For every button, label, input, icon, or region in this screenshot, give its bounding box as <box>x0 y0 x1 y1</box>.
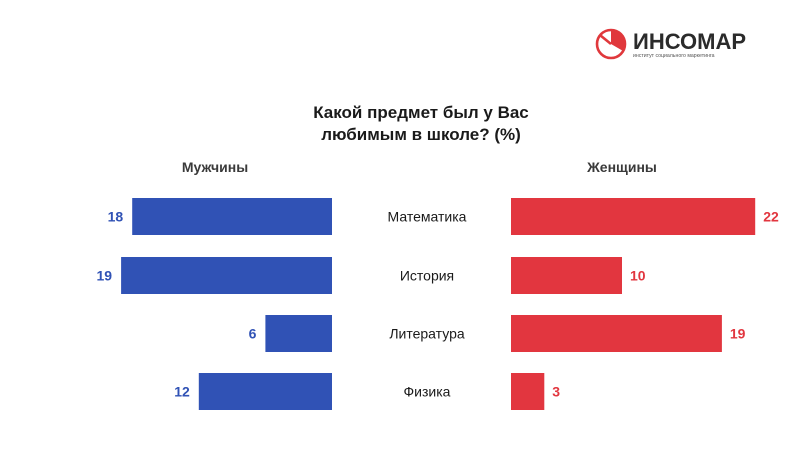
men-value-label-1: 18 <box>108 209 124 225</box>
women-bar-1 <box>511 198 756 235</box>
logo: ИНСОМАР институт социального маркетинга <box>595 28 746 60</box>
chart-title-line-2: любимым в школе? (%) <box>321 125 521 144</box>
women-value-label-3: 19 <box>730 326 746 342</box>
women-bar-4 <box>511 373 545 410</box>
logo-name: ИНСОМАР <box>633 29 746 54</box>
men-bar-3 <box>265 315 332 352</box>
men-bar-4 <box>198 373 332 410</box>
women-header: Женщины <box>586 159 657 175</box>
logo-tagline: институт социального маркетинга <box>633 53 715 59</box>
category-label-1: Математика <box>388 209 467 225</box>
men-value-label-3: 6 <box>249 326 257 342</box>
women-value-label-1: 22 <box>763 209 779 225</box>
men-value-label-4: 12 <box>174 384 190 400</box>
women-bar-3 <box>511 315 722 352</box>
men-bar-2 <box>121 257 332 294</box>
men-value-label-2: 19 <box>97 268 113 284</box>
men-header: Мужчины <box>182 159 248 175</box>
women-value-label-4: 3 <box>552 384 560 400</box>
women-bar-2 <box>511 257 622 294</box>
category-label-4: Физика <box>404 384 451 400</box>
logo-mark-icon <box>595 28 627 60</box>
category-label-3: Литература <box>389 326 465 342</box>
women-value-label-2: 10 <box>630 268 646 284</box>
chart-marks: 18 Математика 22 19 История 10 6 Литература 19 12… <box>97 198 779 410</box>
men-bar-1 <box>132 198 332 235</box>
chart-title-line-1: Какой предмет был у Вас <box>313 103 529 122</box>
category-label-2: История <box>400 268 454 284</box>
